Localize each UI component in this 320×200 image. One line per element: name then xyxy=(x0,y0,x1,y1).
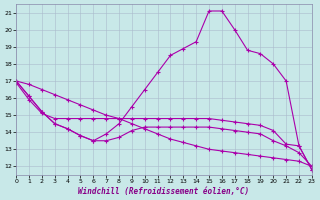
X-axis label: Windchill (Refroidissement éolien,°C): Windchill (Refroidissement éolien,°C) xyxy=(78,187,250,196)
